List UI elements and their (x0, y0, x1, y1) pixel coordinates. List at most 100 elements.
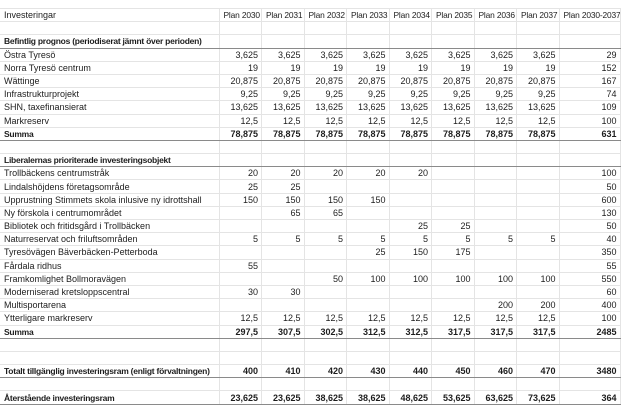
value-cell[interactable]: 12,5 (474, 311, 517, 326)
value-cell[interactable] (346, 21, 390, 36)
value-cell[interactable]: 20 (389, 166, 432, 181)
value-cell[interactable]: 78,875 (431, 126, 475, 141)
value-cell[interactable]: 19 (431, 60, 475, 75)
value-cell[interactable]: 3,625 (346, 47, 390, 62)
value-cell[interactable]: 100 (346, 271, 390, 286)
value-cell[interactable]: 100 (559, 113, 621, 128)
value-cell[interactable]: 12,5 (219, 113, 262, 128)
row-label-cell[interactable]: Ny förskola i centrumområdet (0, 205, 220, 221)
value-cell[interactable] (516, 139, 560, 155)
value-cell[interactable]: 317,5 (516, 324, 560, 339)
value-cell[interactable] (559, 153, 621, 168)
value-cell[interactable]: 78,875 (474, 126, 517, 141)
value-cell[interactable] (261, 298, 305, 313)
value-cell[interactable]: 19 (219, 60, 262, 75)
value-cell[interactable]: 9,25 (304, 87, 347, 102)
value-cell[interactable] (516, 166, 560, 181)
value-cell[interactable]: 5 (346, 232, 390, 247)
value-cell[interactable]: 25 (346, 245, 390, 260)
value-cell[interactable]: 150 (304, 192, 347, 207)
value-cell[interactable] (431, 377, 475, 392)
value-cell[interactable]: 20 (346, 166, 390, 181)
row-label-cell[interactable] (0, 350, 220, 366)
value-cell[interactable] (474, 139, 517, 155)
value-cell[interactable]: 5 (261, 232, 305, 247)
value-cell[interactable] (516, 179, 560, 194)
value-cell[interactable] (304, 298, 347, 313)
value-cell[interactable]: 12,5 (516, 113, 560, 128)
row-label-cell[interactable]: Fårdala ridhus (0, 258, 220, 273)
value-cell[interactable] (516, 284, 560, 300)
row-label-cell[interactable]: SHN, taxefinansierat (0, 100, 220, 115)
value-cell[interactable] (474, 205, 517, 221)
value-cell[interactable] (219, 350, 262, 366)
value-cell[interactable]: 3,625 (389, 47, 432, 62)
value-cell[interactable] (516, 205, 560, 221)
value-cell[interactable] (346, 205, 390, 221)
value-cell[interactable] (346, 179, 390, 194)
value-cell[interactable]: 12,5 (389, 311, 432, 326)
value-cell[interactable]: 13,625 (389, 100, 432, 115)
value-cell[interactable] (261, 139, 305, 155)
value-cell[interactable] (261, 258, 305, 273)
value-cell[interactable]: 100 (474, 271, 517, 286)
value-cell[interactable] (431, 205, 475, 221)
value-cell[interactable]: 12,5 (474, 113, 517, 128)
value-cell[interactable]: 13,625 (261, 100, 305, 115)
value-cell[interactable]: 9,25 (219, 87, 262, 102)
value-cell[interactable]: 9,25 (474, 87, 517, 102)
value-cell[interactable]: 74 (559, 87, 621, 102)
value-cell[interactable]: 5 (389, 232, 432, 247)
value-cell[interactable]: 109 (559, 100, 621, 115)
value-cell[interactable] (559, 377, 621, 392)
value-cell[interactable]: 150 (389, 245, 432, 260)
value-cell[interactable]: 65 (261, 205, 305, 221)
value-cell[interactable]: 12,5 (304, 113, 347, 128)
value-cell[interactable]: 12,5 (346, 311, 390, 326)
value-cell[interactable]: 100 (559, 311, 621, 326)
value-cell[interactable]: 38,625 (304, 390, 347, 405)
value-cell[interactable] (431, 284, 475, 300)
row-label-cell[interactable]: Tyresövägen Bäverbäcken-Petterboda (0, 245, 220, 260)
value-cell[interactable] (219, 298, 262, 313)
value-cell[interactable]: 19 (346, 60, 390, 75)
value-cell[interactable] (389, 179, 432, 194)
value-cell[interactable] (346, 298, 390, 313)
value-cell[interactable]: 400 (559, 298, 621, 313)
value-cell[interactable]: 470 (516, 364, 560, 379)
row-label-cell[interactable] (0, 139, 220, 155)
value-cell[interactable]: 30 (219, 284, 262, 300)
value-cell[interactable]: 50 (559, 218, 621, 234)
value-cell[interactable]: 12,5 (431, 113, 475, 128)
value-cell[interactable]: 20,875 (346, 73, 390, 89)
value-cell[interactable]: 20,875 (474, 73, 517, 89)
value-cell[interactable]: 25 (261, 179, 305, 194)
value-cell[interactable]: 3480 (559, 364, 621, 379)
value-cell[interactable]: 9,25 (261, 87, 305, 102)
value-cell[interactable] (389, 21, 432, 36)
value-cell[interactable]: 50 (304, 271, 347, 286)
value-cell[interactable]: 100 (516, 271, 560, 286)
value-cell[interactable]: 55 (559, 258, 621, 273)
value-cell[interactable]: 12,5 (219, 311, 262, 326)
value-cell[interactable] (474, 258, 517, 273)
value-cell[interactable] (389, 34, 432, 49)
value-cell[interactable]: 440 (389, 364, 432, 379)
value-cell[interactable] (304, 153, 347, 168)
value-cell[interactable]: 40 (559, 232, 621, 247)
value-cell[interactable]: 317,5 (474, 324, 517, 339)
value-cell[interactable]: 20 (304, 166, 347, 181)
value-cell[interactable] (389, 298, 432, 313)
value-cell[interactable]: 3,625 (474, 47, 517, 62)
value-cell[interactable] (261, 218, 305, 234)
value-cell[interactable]: 200 (516, 298, 560, 313)
value-cell[interactable] (431, 166, 475, 181)
value-cell[interactable]: 631 (559, 126, 621, 141)
value-cell[interactable]: 53,625 (431, 390, 475, 405)
row-label-cell[interactable]: Bibliotek och fritidsgård i Trollbäcken (0, 218, 220, 234)
value-cell[interactable] (261, 245, 305, 260)
row-label-cell[interactable]: Moderniserad kretsloppscentral (0, 284, 220, 300)
row-label-cell[interactable]: Östra Tyresö (0, 47, 220, 62)
value-cell[interactable]: 420 (304, 364, 347, 379)
row-label-cell[interactable]: Summa (0, 126, 220, 141)
